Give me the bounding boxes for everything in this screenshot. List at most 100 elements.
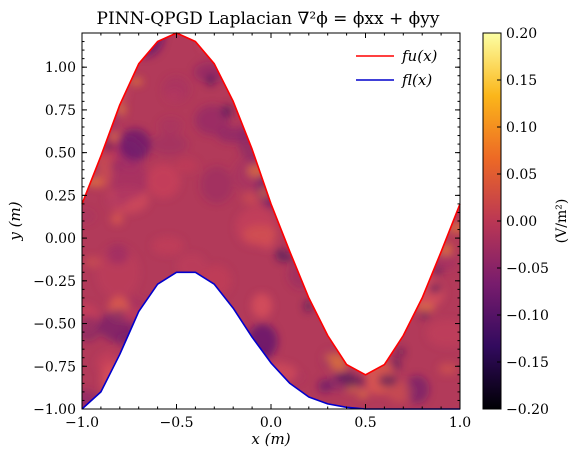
x-tick-label: −0.5	[160, 415, 194, 431]
colorbar-tick-label: 0.20	[506, 26, 537, 42]
heatmap-cell	[104, 52, 123, 66]
heatmap-cell	[150, 133, 188, 156]
x-tick-label: 1.0	[449, 415, 471, 431]
heatmap-cell	[305, 58, 331, 73]
heatmap-cell	[221, 104, 233, 118]
x-tick-label: −1.0	[65, 415, 99, 431]
heatmap-cell	[328, 88, 348, 105]
heatmap-cell	[357, 391, 369, 399]
heatmap-cell	[391, 357, 401, 371]
y-axis-label: y (m)	[6, 201, 24, 241]
heatmap-cell	[334, 249, 349, 264]
heatmap-cell	[438, 362, 458, 375]
heatmap-cell	[305, 173, 320, 182]
heatmap-cell	[159, 298, 181, 324]
colorbar-label: (V/m²)	[554, 199, 570, 244]
heatmap-cell	[323, 66, 363, 100]
heatmap-cell	[359, 158, 382, 172]
heatmap-cell	[416, 303, 435, 312]
heatmap-cell	[362, 209, 382, 228]
heatmap-cell	[254, 362, 298, 385]
heatmap-cell	[98, 33, 128, 57]
y-tick-label: 0.75	[45, 103, 76, 119]
y-tick-label: 0.50	[45, 146, 76, 162]
heatmap-cell	[438, 243, 453, 257]
heatmap-cell	[387, 381, 413, 403]
heatmap-cell	[96, 246, 140, 299]
heatmap-cell	[414, 128, 428, 137]
heatmap-cell	[158, 117, 183, 134]
heatmap-cell	[342, 265, 364, 281]
heatmap-cell	[349, 266, 380, 282]
heatmap-cell	[333, 294, 346, 304]
heatmap-cell	[84, 256, 101, 268]
colorbar-ticks: 0.20 0.15 0.10 0.05 0.00 −0.05 −0.10 −0.15 −0.20	[497, 26, 549, 418]
heatmap-cell	[176, 253, 207, 279]
heatmap-cell	[82, 315, 102, 342]
heatmap-cell	[281, 143, 322, 179]
heatmap-cell	[397, 347, 406, 357]
heatmap-cell	[357, 100, 381, 123]
x-axis-ticks: −1.0 −0.5 0.0 0.5 1.0	[65, 33, 471, 431]
heatmap-cell	[109, 160, 148, 200]
legend-label-fu: fu(x)	[401, 47, 438, 65]
heatmap-cell	[384, 91, 408, 110]
heatmap-cell	[258, 43, 280, 62]
heatmap-cell	[214, 344, 250, 380]
heatmap-cell	[364, 261, 383, 283]
x-tick-label: 0.5	[354, 415, 376, 431]
heatmap-cell	[274, 248, 286, 256]
heatmap-cell	[162, 75, 190, 103]
heatmap-cell	[118, 128, 152, 161]
heatmap-cell	[235, 380, 276, 409]
heatmap-cell	[276, 88, 316, 116]
heatmap-cell	[309, 159, 332, 185]
heatmap-cell	[243, 224, 277, 244]
colorbar-tick-label: −0.20	[506, 402, 549, 418]
heatmap-cell	[434, 253, 457, 271]
colorbar-tick-label: 0.00	[506, 214, 537, 230]
colorbar-tick-label: 0.10	[506, 120, 537, 136]
colorbar-tick-label: −0.15	[506, 355, 549, 371]
x-tick-label: 0.0	[260, 415, 282, 431]
y-tick-label: −1.00	[33, 402, 76, 418]
heatmap-cell	[151, 236, 184, 255]
y-tick-label: −0.50	[33, 317, 76, 333]
heatmap-cell	[351, 315, 380, 339]
y-tick-label: 1.00	[45, 60, 76, 76]
heatmap-cell	[104, 194, 129, 208]
heatmap-cell	[239, 372, 273, 392]
legend-label-fl: fl(x)	[401, 71, 432, 89]
heatmap-cell	[251, 293, 273, 318]
heatmap-cell	[104, 141, 114, 152]
heatmap-cell	[304, 120, 331, 137]
heatmap-cell	[82, 100, 103, 126]
heatmap-cell	[353, 366, 381, 396]
heatmap-cell	[317, 379, 333, 394]
heatmap-cell	[129, 77, 144, 86]
heatmap-cell	[248, 352, 264, 365]
heatmap-cell	[194, 382, 233, 409]
heatmap-cell	[275, 124, 314, 164]
heatmap-cell	[329, 358, 348, 372]
heatmap-cell	[243, 82, 271, 102]
heatmap-cell	[156, 292, 189, 318]
heatmap-cell	[245, 61, 259, 73]
heatmap-cell	[416, 224, 436, 242]
heatmap-cell	[291, 166, 328, 202]
heatmap-cell	[313, 269, 332, 289]
y-tick-label: 0.00	[45, 231, 76, 247]
heatmap-cell	[316, 52, 345, 72]
heatmap-cell	[164, 298, 204, 345]
y-tick-label: 0.25	[45, 188, 76, 204]
heatmap-cell	[131, 318, 162, 347]
heatmap-cell	[339, 194, 382, 242]
heatmap-cell	[355, 49, 381, 67]
heatmap-cell	[281, 99, 313, 129]
heatmap-cell	[428, 283, 442, 294]
heatmap-cell	[377, 313, 397, 330]
series-line-fu	[81, 32, 461, 376]
heatmap-cell	[405, 375, 430, 404]
heatmap-cell	[238, 121, 281, 165]
